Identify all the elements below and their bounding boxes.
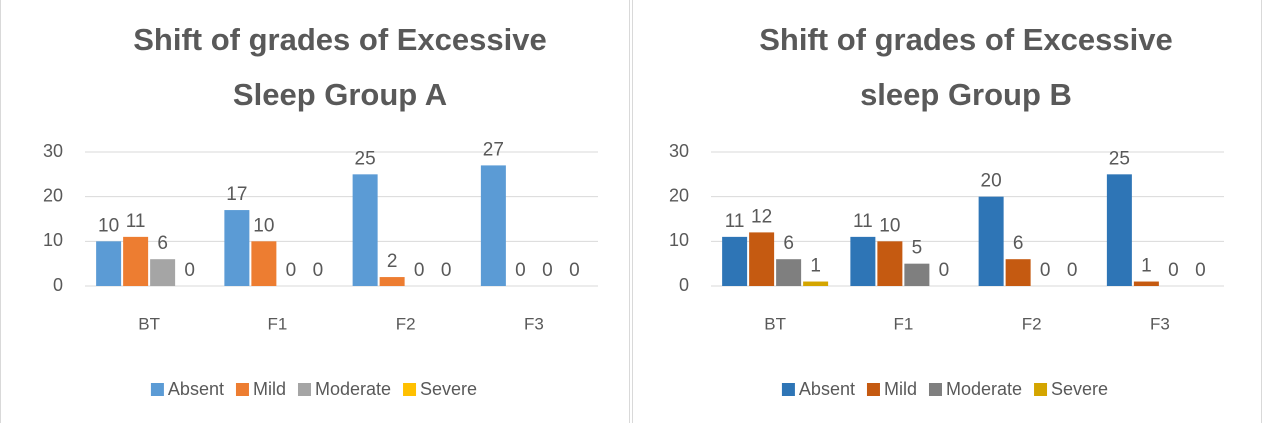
bar bbox=[850, 236, 876, 286]
legend-swatch bbox=[297, 383, 311, 396]
bar bbox=[352, 174, 378, 286]
y-tick-label: 0 bbox=[679, 275, 689, 295]
legend-label: Absent bbox=[799, 379, 855, 399]
legend-label: Moderate bbox=[315, 379, 391, 399]
data-label: 12 bbox=[751, 206, 772, 227]
x-tick-label: BT bbox=[764, 314, 786, 333]
y-tick-label: 10 bbox=[669, 230, 689, 250]
legend-label: Absent bbox=[168, 379, 224, 399]
bar bbox=[904, 263, 930, 286]
legend-label: Moderate bbox=[946, 379, 1022, 399]
data-label: 0 bbox=[515, 260, 526, 281]
bar bbox=[877, 241, 903, 286]
x-tick-label: F3 bbox=[1150, 314, 1170, 333]
bar bbox=[480, 165, 506, 286]
data-label: 0 bbox=[286, 260, 297, 281]
data-label: 27 bbox=[483, 139, 504, 160]
data-label: 6 bbox=[1013, 233, 1024, 254]
chart-title: Shift of grades of Excessive sleep Group… bbox=[759, 22, 1173, 112]
data-label: 0 bbox=[414, 260, 425, 281]
data-label: 25 bbox=[1109, 148, 1130, 169]
data-label: 10 bbox=[253, 215, 274, 236]
data-label: 5 bbox=[912, 238, 923, 259]
y-tick-label: 20 bbox=[669, 185, 689, 205]
bar bbox=[1005, 259, 1031, 286]
y-tick-label: 30 bbox=[43, 141, 63, 161]
data-label: 25 bbox=[355, 148, 376, 169]
legend-swatch bbox=[1034, 383, 1048, 396]
bar bbox=[123, 236, 149, 286]
legend-label: Severe bbox=[420, 379, 477, 399]
data-label: 11 bbox=[725, 211, 745, 232]
chart-title: Shift of grades of Excessive Sleep Group… bbox=[133, 22, 547, 112]
bar bbox=[749, 232, 775, 286]
data-label: 0 bbox=[1195, 260, 1206, 281]
bar bbox=[1106, 174, 1132, 286]
bar bbox=[803, 281, 829, 286]
data-label: 0 bbox=[1067, 260, 1078, 281]
data-label: 0 bbox=[542, 260, 553, 281]
data-label: 6 bbox=[783, 233, 794, 254]
data-label: 0 bbox=[184, 260, 195, 281]
data-label: 2 bbox=[387, 251, 398, 272]
legend-label: Severe bbox=[1051, 379, 1108, 399]
bar bbox=[224, 210, 250, 286]
data-label: 11 bbox=[853, 211, 873, 232]
y-tick-label: 0 bbox=[53, 275, 63, 295]
data-label: 0 bbox=[939, 260, 950, 281]
data-label: 17 bbox=[226, 184, 247, 205]
legend: Absent Mild Moderate Severe bbox=[150, 379, 477, 399]
data-label: 6 bbox=[157, 233, 168, 254]
bar bbox=[722, 236, 748, 286]
legend-swatch bbox=[866, 383, 880, 396]
data-label: 0 bbox=[569, 260, 580, 281]
x-tick-label: F2 bbox=[396, 314, 416, 333]
legend-swatch bbox=[781, 383, 795, 396]
bar bbox=[978, 196, 1004, 286]
chart-border bbox=[0, 0, 630, 423]
bar bbox=[96, 241, 122, 286]
legend-swatch bbox=[928, 383, 942, 396]
bar bbox=[150, 259, 176, 286]
chart-border bbox=[632, 0, 1262, 423]
data-label: 10 bbox=[98, 215, 119, 236]
x-tick-label: F3 bbox=[524, 314, 544, 333]
data-label: 0 bbox=[1040, 260, 1051, 281]
bar bbox=[251, 241, 277, 286]
data-label: 11 bbox=[126, 211, 146, 232]
x-tick-label: F1 bbox=[893, 314, 913, 333]
x-tick-label: F2 bbox=[1022, 314, 1042, 333]
y-tick-label: 10 bbox=[43, 230, 63, 250]
y-tick-label: 20 bbox=[43, 185, 63, 205]
y-tick-label: 30 bbox=[669, 141, 689, 161]
data-label: 0 bbox=[1168, 260, 1179, 281]
legend-label: Mild bbox=[253, 379, 286, 399]
bar bbox=[776, 259, 802, 286]
data-label: 0 bbox=[441, 260, 452, 281]
legend-swatch bbox=[235, 383, 249, 396]
legend-swatch bbox=[150, 383, 164, 396]
bar bbox=[379, 277, 405, 286]
legend: Absent Mild Moderate Severe bbox=[781, 379, 1108, 399]
bar bbox=[1133, 281, 1159, 286]
data-label: 20 bbox=[981, 171, 1002, 192]
data-label: 10 bbox=[879, 215, 900, 236]
data-label: 1 bbox=[810, 256, 821, 277]
legend-swatch bbox=[403, 383, 417, 396]
x-tick-label: BT bbox=[138, 314, 160, 333]
data-label: 0 bbox=[313, 260, 324, 281]
legend-label: Mild bbox=[884, 379, 917, 399]
x-tick-label: F1 bbox=[267, 314, 287, 333]
data-label: 1 bbox=[1141, 256, 1152, 277]
